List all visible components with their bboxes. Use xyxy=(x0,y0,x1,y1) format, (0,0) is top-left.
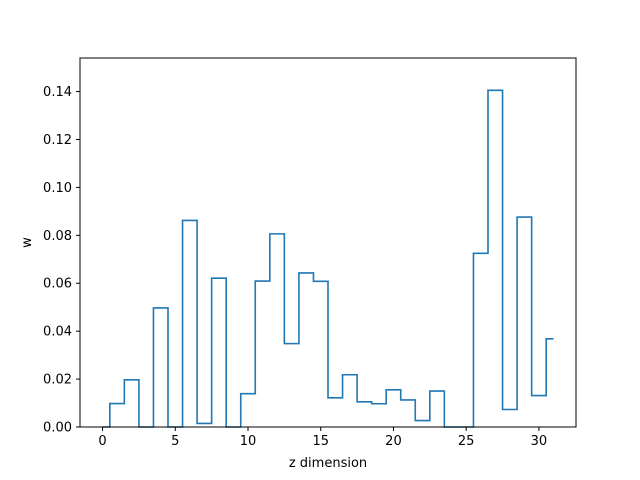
y-tick-label: 0.12 xyxy=(43,133,72,148)
axes-frame xyxy=(79,57,577,428)
x-tick-label: 0 xyxy=(98,434,106,449)
x-axis-label: z dimension xyxy=(289,456,367,471)
x-tick-label: 10 xyxy=(240,434,257,449)
y-tick-label: 0.14 xyxy=(43,85,72,100)
y-tick-label: 0.02 xyxy=(43,373,72,388)
y-axis-label: w xyxy=(20,237,35,248)
x-tick-label: 30 xyxy=(531,434,548,449)
y-tick-label: 0.00 xyxy=(43,421,72,436)
x-tick-label: 5 xyxy=(171,434,179,449)
y-tick-label: 0.10 xyxy=(43,181,72,196)
x-axis-ticks: 0 5 10 15 20 25 30 xyxy=(98,427,547,449)
x-tick-label: 20 xyxy=(385,434,402,449)
x-tick-label: 15 xyxy=(312,434,329,449)
x-tick-label: 25 xyxy=(458,434,475,449)
y-axis-ticks: 0.00 0.02 0.04 0.06 0.08 0.10 0.12 0.14 xyxy=(43,85,80,436)
y-tick-label: 0.08 xyxy=(43,229,72,244)
y-tick-label: 0.04 xyxy=(43,325,72,340)
y-tick-label: 0.06 xyxy=(43,277,72,292)
